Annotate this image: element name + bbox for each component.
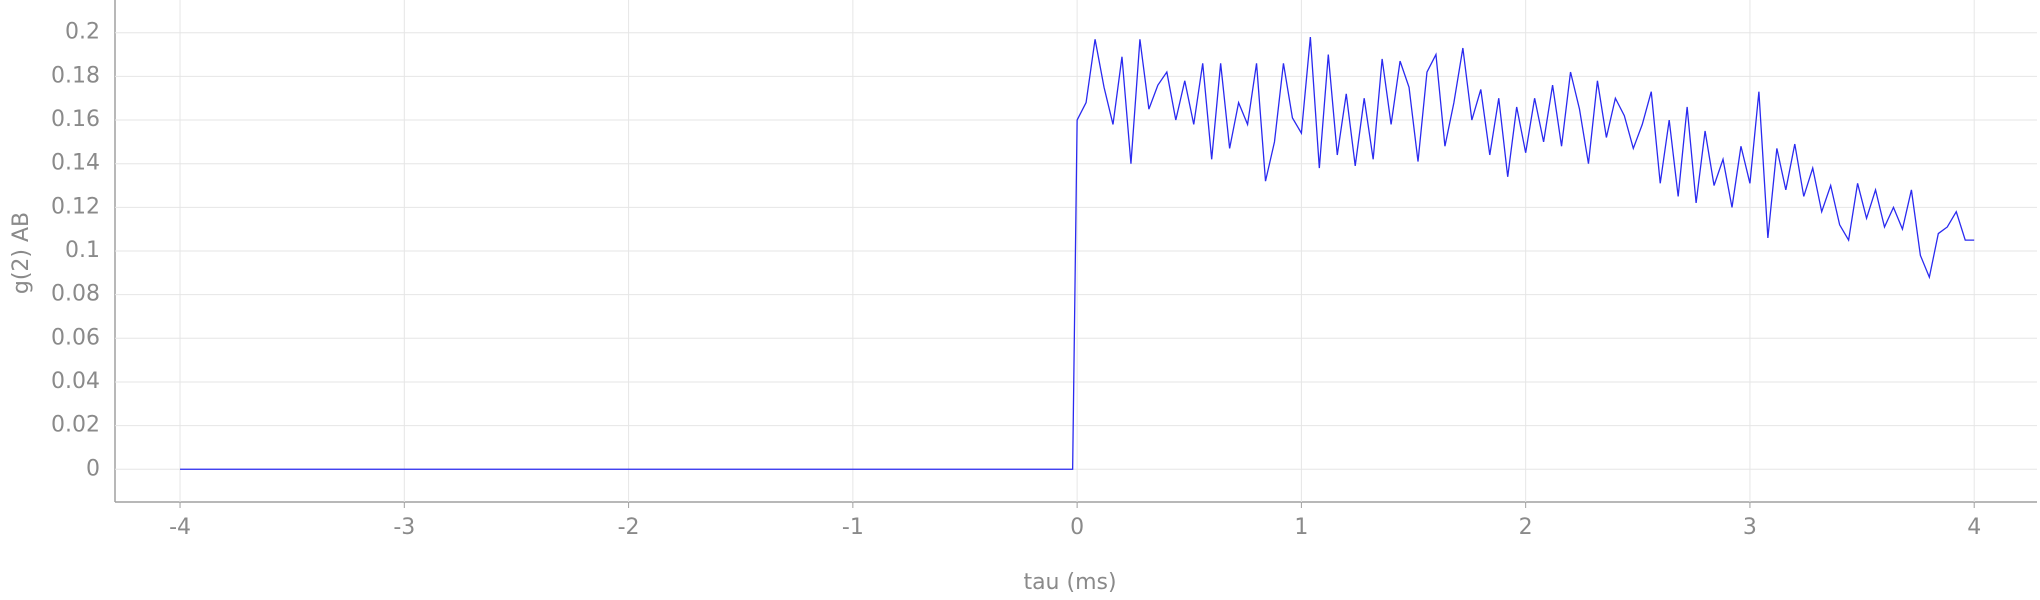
data-line: [180, 37, 1975, 470]
x-tick-label: -1: [842, 515, 864, 540]
y-tick-label: 0.1: [65, 238, 100, 263]
y-tick-label: 0.04: [51, 369, 100, 394]
x-tick-label: 0: [1070, 515, 1084, 540]
x-tick-label: -3: [393, 515, 415, 540]
y-axis-title: g(2) AB: [9, 212, 34, 294]
x-tick-label: 4: [1967, 515, 1981, 540]
x-tick-label: -4: [169, 515, 191, 540]
y-tick-label: 0.2: [65, 20, 100, 45]
x-axis-title: tau (ms): [1023, 570, 1116, 595]
y-tick-label: 0: [86, 456, 100, 481]
y-tick-label: 0.02: [51, 413, 100, 438]
x-tick-label: 2: [1519, 515, 1533, 540]
y-tick-label: 0.18: [51, 63, 100, 88]
x-tick-label: -2: [618, 515, 640, 540]
y-tick-label: 0.16: [51, 107, 100, 132]
x-tick-label: 3: [1743, 515, 1757, 540]
x-tick-label: 1: [1294, 515, 1308, 540]
y-tick-label: 0.12: [51, 194, 100, 219]
y-tick-label: 0.06: [51, 325, 100, 350]
y-tick-label: 0.08: [51, 282, 100, 307]
y-tick-label: 0.14: [51, 151, 100, 176]
